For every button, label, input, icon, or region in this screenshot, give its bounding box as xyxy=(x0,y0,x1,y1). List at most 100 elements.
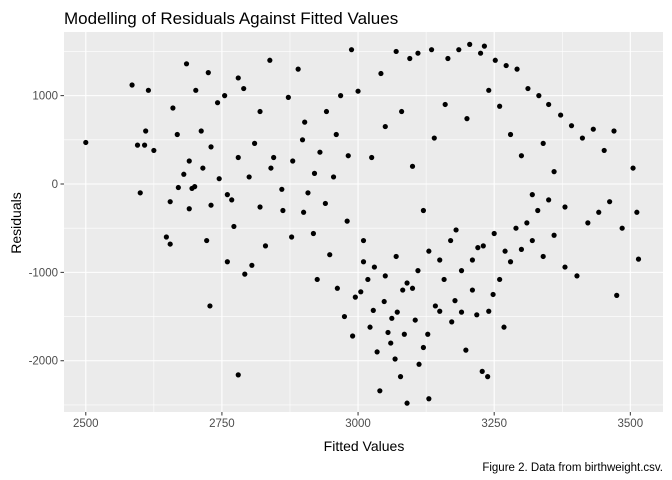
data-point-0-163 xyxy=(224,192,230,198)
data-point-0-14 xyxy=(183,61,190,67)
data-point-0-61 xyxy=(365,276,371,283)
data-point-0-135 xyxy=(382,123,388,130)
data-point-0-69 xyxy=(388,340,394,346)
data-point-0-35 xyxy=(262,243,269,249)
data-point-0-64 xyxy=(374,349,380,355)
data-point-0-100 xyxy=(479,368,485,374)
data-point-0-130 xyxy=(619,225,625,231)
data-point-0-154 xyxy=(322,200,328,207)
data-point-0-137 xyxy=(409,163,416,169)
data-point-0-65 xyxy=(377,388,383,394)
data-point-0-97 xyxy=(469,287,476,293)
data-point-0-147 xyxy=(518,153,525,159)
data-point-0-126 xyxy=(601,147,607,154)
data-point-0-27 xyxy=(231,223,237,230)
data-point-0-131 xyxy=(630,165,636,171)
data-point-0-113 xyxy=(529,237,535,244)
data-point-0-80 xyxy=(412,317,418,323)
data-point-0-156 xyxy=(301,209,307,215)
data-point-0-122 xyxy=(579,135,586,141)
data-point-0-132 xyxy=(634,209,640,215)
data-point-0-11 xyxy=(167,199,173,205)
data-point-0-18 xyxy=(198,128,204,134)
data-point-0-13 xyxy=(181,171,187,177)
data-point-0-84 xyxy=(425,331,431,337)
data-point-0-66 xyxy=(378,70,384,77)
data-point-0-24 xyxy=(222,93,228,99)
data-point-0-149 xyxy=(540,140,546,146)
data-point-0-46 xyxy=(314,276,320,283)
data-point-0-121 xyxy=(574,273,580,279)
y-tick-label-3: 1000 xyxy=(32,91,58,103)
data-point-0-38 xyxy=(280,207,286,214)
data-point-0-181 xyxy=(480,243,486,249)
data-point-0-70 xyxy=(389,315,395,321)
data-point-0-30 xyxy=(241,85,247,92)
x-axis-title: Fitted Values xyxy=(324,438,405,454)
data-point-0-75 xyxy=(400,287,406,293)
data-point-0-145 xyxy=(497,103,503,109)
data-point-0-82 xyxy=(416,361,422,367)
data-point-0-111 xyxy=(518,246,525,252)
data-point-0-88 xyxy=(437,308,443,314)
x-tick-label-0: 2500 xyxy=(73,418,99,430)
data-point-0-112 xyxy=(525,85,531,92)
data-point-0-74 xyxy=(397,374,404,380)
data-point-0-127 xyxy=(607,199,613,205)
data-point-0-101 xyxy=(481,43,487,49)
data-point-0-146 xyxy=(507,131,514,138)
data-point-0-31 xyxy=(242,271,248,277)
data-point-0-99 xyxy=(477,50,484,56)
figure-caption: Figure 2. Data from birthweight.csv. xyxy=(482,462,663,474)
x-axis-ticks: 2500 2750 3000 3250 3500 xyxy=(73,412,643,430)
data-point-0-76 xyxy=(401,331,407,337)
data-point-0-167 xyxy=(192,184,198,190)
scatter-points xyxy=(83,41,642,406)
data-point-0-34 xyxy=(257,108,263,115)
data-point-0-83 xyxy=(420,344,426,351)
data-point-0-44 xyxy=(305,190,311,196)
data-point-0-119 xyxy=(562,264,568,270)
data-point-0-117 xyxy=(551,232,557,238)
data-point-0-71 xyxy=(392,356,398,362)
data-point-0-52 xyxy=(338,93,344,99)
data-point-0-151 xyxy=(562,204,568,210)
data-point-0-98 xyxy=(474,312,480,318)
data-point-0-170 xyxy=(360,237,367,244)
data-point-0-169 xyxy=(175,184,181,191)
data-point-0-20 xyxy=(204,237,210,244)
data-point-0-36 xyxy=(267,57,273,63)
data-point-0-54 xyxy=(345,153,351,159)
data-point-0-105 xyxy=(492,57,498,63)
data-point-0-160 xyxy=(257,204,263,210)
data-point-0-102 xyxy=(485,374,491,380)
data-point-0-178 xyxy=(448,237,454,244)
data-point-0-103 xyxy=(486,308,492,314)
data-point-0-9 xyxy=(167,241,173,247)
data-point-0-95 xyxy=(463,347,469,353)
data-point-0-58 xyxy=(355,88,361,94)
data-point-0-184 xyxy=(513,225,519,231)
data-point-0-161 xyxy=(246,174,252,180)
data-point-0-92 xyxy=(452,298,458,304)
data-point-0-180 xyxy=(469,257,476,263)
data-point-0-56 xyxy=(350,333,356,339)
data-point-0-109 xyxy=(507,259,514,265)
data-point-0-53 xyxy=(341,313,348,320)
data-point-0-115 xyxy=(540,253,546,260)
data-point-0-158 xyxy=(279,186,285,192)
data-point-0-41 xyxy=(295,66,301,72)
data-point-0-29 xyxy=(235,75,241,81)
data-point-0-125 xyxy=(596,209,602,215)
data-point-0-138 xyxy=(420,207,426,214)
data-point-0-60 xyxy=(360,259,367,265)
data-point-0-19 xyxy=(205,70,211,76)
data-point-0-157 xyxy=(290,158,296,164)
data-point-0-175 xyxy=(415,268,421,274)
x-tick-label-2: 3000 xyxy=(345,418,371,430)
data-point-0-179 xyxy=(458,268,465,274)
data-point-0-114 xyxy=(536,93,542,99)
data-point-0-139 xyxy=(431,135,437,141)
x-tick-label-1: 2750 xyxy=(209,418,235,430)
data-point-0-168 xyxy=(186,158,192,164)
